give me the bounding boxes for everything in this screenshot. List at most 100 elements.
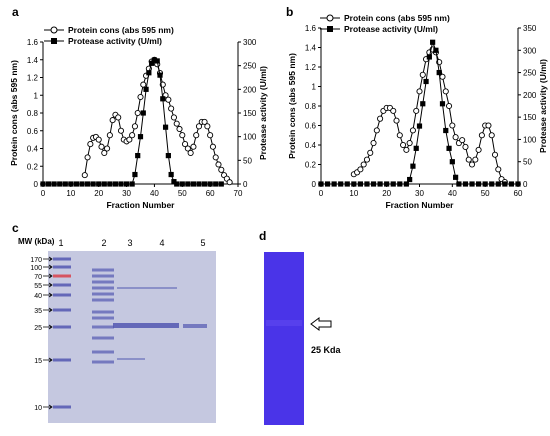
- lane2-band: [92, 350, 114, 354]
- data-point-protease: [515, 181, 521, 187]
- y-tick-label-left: 0.8: [27, 109, 39, 118]
- data-point-protein: [184, 145, 191, 152]
- data-point-protease: [364, 181, 370, 187]
- data-point-protein: [363, 156, 371, 163]
- data-point-protease: [410, 163, 416, 169]
- data-point-protein: [168, 105, 175, 112]
- data-point-protease: [90, 181, 96, 187]
- data-point-protein: [117, 127, 125, 134]
- data-point-protease: [135, 153, 141, 159]
- data-point-protease: [331, 181, 337, 187]
- lane-label: 1: [58, 238, 63, 248]
- data-point-protease: [403, 181, 409, 187]
- data-point-protease: [196, 181, 202, 187]
- data-point-protease: [45, 181, 52, 187]
- marker-label: 70: [34, 274, 42, 281]
- data-point-protease: [40, 181, 46, 187]
- gel-c-lane-labels: 1 2 3 4 5: [58, 238, 205, 248]
- ladder-band: [53, 325, 71, 329]
- data-point-protease: [423, 78, 429, 85]
- ladder-band: [53, 265, 71, 269]
- y-tick-label-left: 1.2: [305, 63, 317, 72]
- data-point-protein: [140, 81, 147, 88]
- y-tick-label-right: 150: [243, 109, 257, 118]
- panel-d-label: d: [259, 229, 266, 243]
- ladder-band: [53, 405, 71, 409]
- lane2-band: [92, 360, 114, 364]
- chart-a: 0 10 20 30 40 50 60 7000.20.40.60.811.21.41.605…: [9, 25, 268, 210]
- data-point-protein: [207, 132, 214, 139]
- marker-arrow-icon: [43, 324, 53, 330]
- lane-label: 2: [101, 238, 106, 248]
- y-tick-label-left: 0.8: [305, 102, 317, 111]
- data-point-protein: [360, 161, 367, 168]
- x-tick-label: 10: [66, 189, 75, 198]
- data-point-protein: [357, 166, 364, 173]
- data-point-protease: [508, 181, 515, 187]
- y-tick-label-left: 0.4: [305, 141, 317, 150]
- data-point-protein: [475, 146, 482, 153]
- data-point-protease: [370, 181, 377, 187]
- y-tick-label-left: 1.6: [305, 24, 317, 33]
- data-point-protein: [459, 137, 466, 144]
- data-point-protein: [81, 172, 88, 179]
- x-tick-label: 20: [94, 189, 103, 198]
- x-tick-label: 40: [448, 189, 457, 198]
- data-point-protease: [154, 58, 160, 64]
- data-point-protease: [118, 181, 124, 187]
- data-point-protease: [207, 181, 213, 187]
- data-point-protease: [436, 69, 442, 76]
- data-point-protease: [390, 181, 396, 187]
- data-point-protease: [160, 96, 166, 102]
- data-point-protein: [109, 117, 116, 124]
- data-point-protein: [104, 145, 111, 152]
- data-point-protein: [449, 122, 456, 129]
- legend-label: Protease activity (U/ml): [68, 36, 162, 46]
- marker-arrow-icon: [43, 264, 53, 270]
- data-point-protease: [357, 181, 363, 187]
- y-tick-label-right: 50: [523, 158, 532, 167]
- series-line: [43, 59, 222, 185]
- y-tick-label-right: 100: [243, 133, 257, 142]
- ladder-band: [53, 283, 71, 287]
- data-point-protease: [449, 159, 455, 165]
- y-tick-label-left: 0.6: [27, 127, 39, 136]
- panel-b-label: b: [286, 5, 293, 19]
- data-point-protein: [106, 132, 113, 139]
- x-tick-label: 10: [349, 189, 358, 198]
- data-point-protein: [215, 161, 222, 168]
- x-tick-label: 0: [319, 189, 324, 198]
- data-point-protease: [179, 181, 185, 187]
- data-point-protein: [413, 107, 420, 114]
- data-point-protein: [101, 149, 108, 156]
- data-point-protein: [393, 117, 400, 124]
- data-point-protease: [185, 181, 191, 187]
- lane3-band-25kda: [113, 323, 147, 328]
- data-point-protease: [157, 72, 163, 78]
- y-tick-label-left: 1: [312, 83, 317, 92]
- data-point-protein: [115, 114, 122, 121]
- data-point-protease: [137, 134, 144, 140]
- data-point-protein: [190, 143, 197, 150]
- data-point-protein: [95, 136, 102, 143]
- y-tick-label-left: 1: [34, 91, 39, 100]
- zymogram-strip: [264, 252, 304, 425]
- data-point-protein: [445, 102, 453, 110]
- y-tick-label-right: 200: [523, 91, 537, 100]
- marker-label: 35: [34, 308, 42, 315]
- legend-marker-circle: [50, 26, 58, 34]
- data-point-protease: [439, 101, 446, 107]
- series-line: [84, 59, 230, 183]
- lane2-band: [92, 325, 114, 329]
- data-point-protein: [465, 156, 472, 163]
- data-point-protease: [443, 127, 449, 134]
- lane-label: 3: [127, 238, 132, 248]
- marker-arrow-icon: [43, 273, 53, 279]
- data-point-protease: [416, 123, 423, 129]
- data-point-protease: [344, 181, 350, 187]
- data-point-protein: [209, 143, 216, 150]
- y-tick-label-right: 100: [523, 135, 537, 144]
- x-tick-label: 40: [150, 189, 159, 198]
